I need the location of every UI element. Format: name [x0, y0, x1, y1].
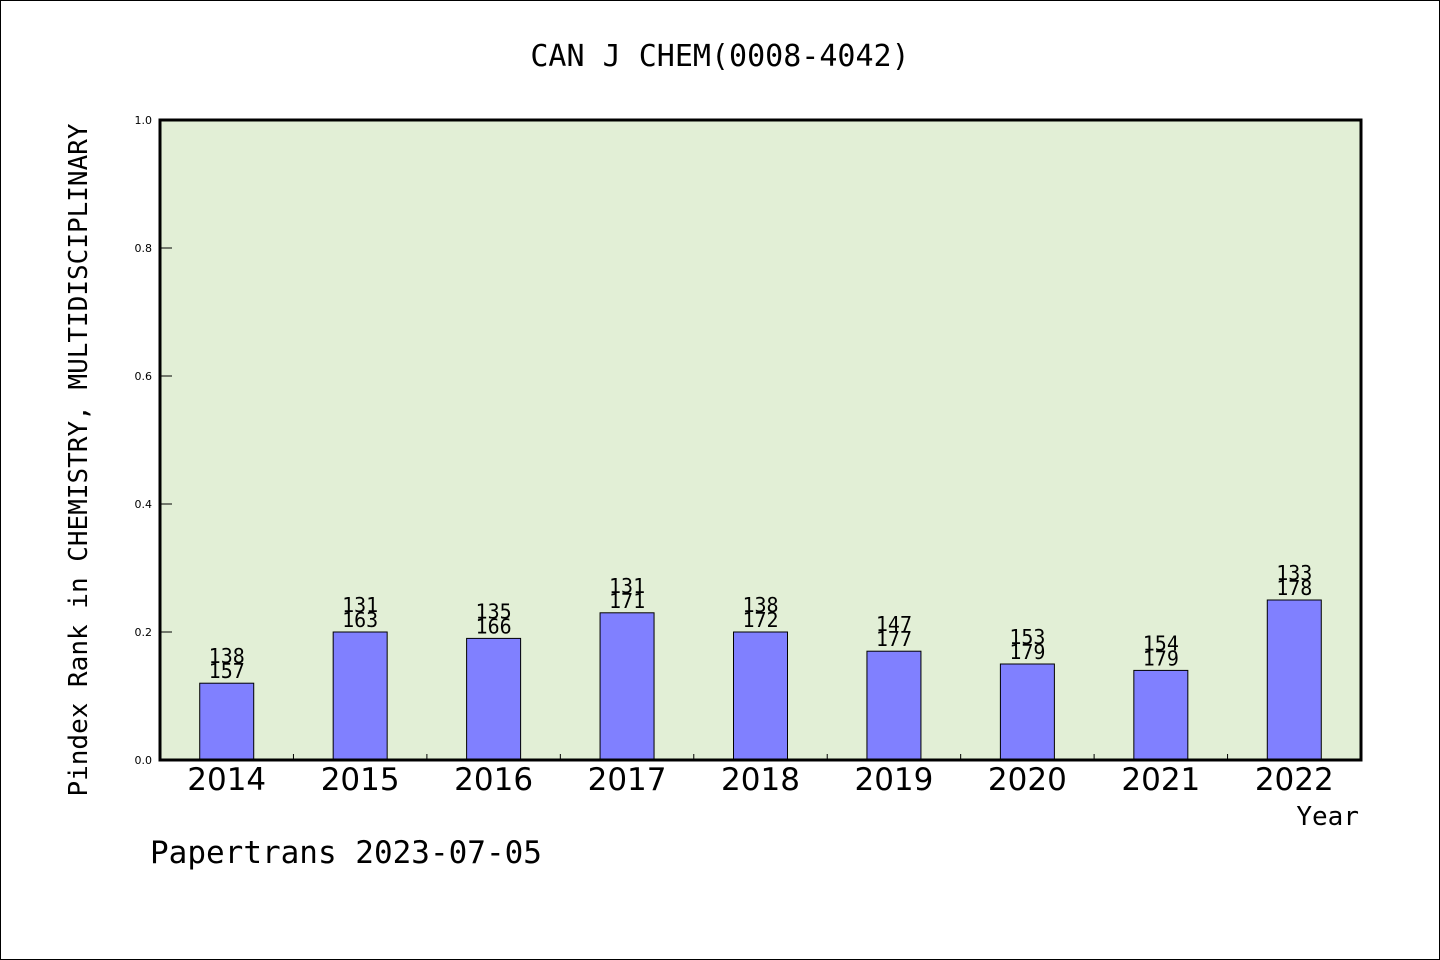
bar-rank-label: 133: [1276, 561, 1312, 585]
y-tick-label: 0.0: [135, 754, 153, 767]
bar: [866, 650, 922, 761]
plot-border: [158, 118, 1363, 762]
bar: [199, 682, 255, 761]
bar-total-label: 179: [1009, 640, 1045, 664]
y-tick-label: 0.8: [135, 242, 153, 255]
bar: [332, 631, 388, 761]
bar-rank-label: 135: [476, 599, 512, 623]
y-tick-label: 0.4: [135, 498, 153, 511]
x-axis: 2014 2015 2016 2017 2018 2019 2020 2021 2022: [187, 754, 1334, 798]
bar: [733, 631, 788, 761]
bar-rank-label: 147: [876, 612, 912, 636]
y-tick-label: 0.2: [135, 626, 153, 639]
x-tick-label: 2018: [721, 762, 800, 798]
x-tick-label: 2022: [1255, 762, 1334, 798]
bar: [999, 663, 1055, 761]
bar-rank-label: 138: [742, 593, 778, 617]
y-axis: 0.0 0.2 0.4 0.6 0.8 1.0: [135, 114, 172, 767]
chart-title: CAN J CHEM(0008-4042): [530, 39, 909, 74]
bar: [599, 612, 655, 761]
bar-total-label: 163: [342, 608, 378, 632]
x-tick-label: 2020: [988, 762, 1067, 798]
x-tick-label: 2015: [321, 762, 400, 798]
bar: [466, 637, 522, 761]
x-tick-label: 2017: [588, 762, 667, 798]
bar-total-label: 171: [609, 589, 645, 613]
bar-rank-label: 154: [1143, 631, 1179, 655]
bar-series: [199, 599, 1322, 761]
x-tick-label: 2016: [454, 762, 533, 798]
bar: [1133, 669, 1189, 761]
bar-total-label: 172: [742, 608, 778, 632]
y-axis-label: Pindex Rank in CHEMISTRY, MULTIDISCIPLIN…: [64, 123, 94, 796]
bar-rank-label: 131: [609, 574, 645, 598]
x-tick-label: 2014: [187, 762, 266, 798]
x-axis-label: Year: [1296, 802, 1359, 832]
bar-total-label: 157: [209, 659, 245, 683]
x-tick-label: 2021: [1121, 762, 1200, 798]
bar-rank-label: 153: [1009, 625, 1045, 649]
bar-total-label: 179: [1143, 646, 1179, 670]
bar: [1266, 599, 1322, 761]
bar-rank-label: 138: [209, 644, 245, 668]
footer-credit: Papertrans 2023-07-05: [150, 835, 542, 871]
bar-total-label: 177: [876, 627, 912, 651]
bar-rank-label: 131: [342, 593, 378, 617]
y-tick-label: 0.6: [135, 370, 153, 383]
bar-total-label: 166: [476, 614, 512, 638]
x-tick-label: 2019: [854, 762, 933, 798]
y-tick-label: 1.0: [135, 114, 153, 127]
bar-total-label: 178: [1276, 576, 1312, 600]
